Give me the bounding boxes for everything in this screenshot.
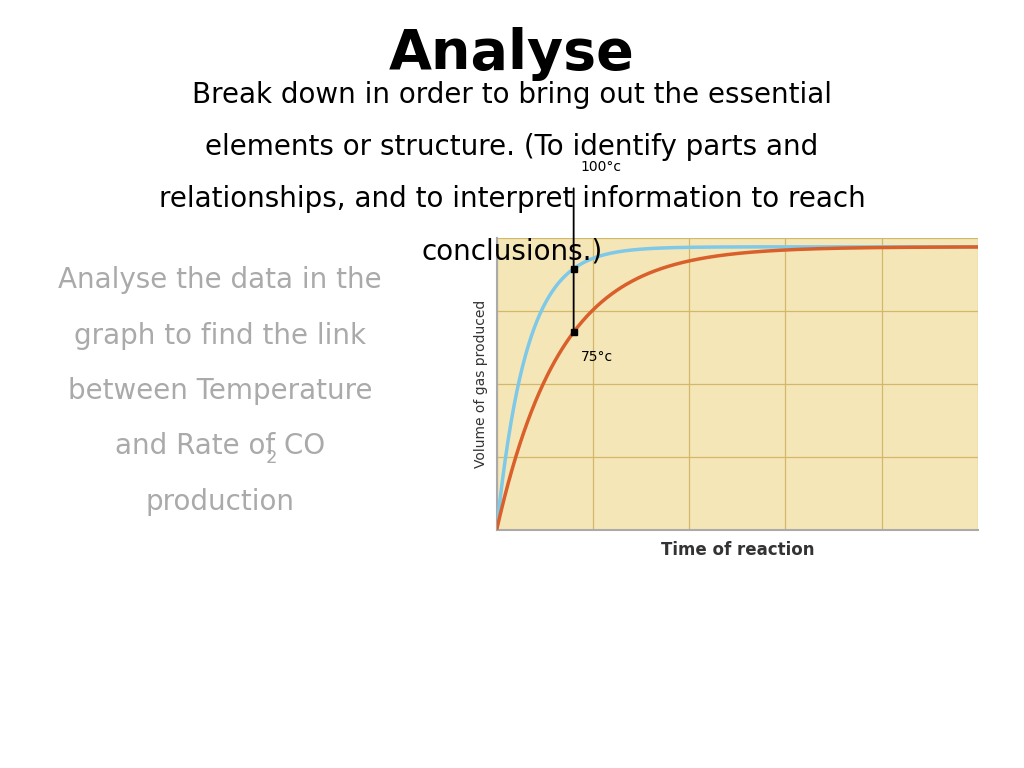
Y-axis label: Volume of gas produced: Volume of gas produced bbox=[474, 300, 488, 468]
Text: graph to find the link: graph to find the link bbox=[74, 322, 367, 349]
Text: 75°c: 75°c bbox=[581, 349, 613, 363]
Text: between Temperature: between Temperature bbox=[68, 377, 373, 405]
X-axis label: Time of reaction: Time of reaction bbox=[660, 541, 814, 559]
Text: elements or structure. (To identify parts and: elements or structure. (To identify part… bbox=[206, 133, 818, 161]
Text: Analyse: Analyse bbox=[389, 27, 635, 81]
Text: conclusions.): conclusions.) bbox=[421, 237, 603, 265]
Text: 2: 2 bbox=[266, 449, 278, 467]
Text: Break down in order to bring out the essential: Break down in order to bring out the ess… bbox=[193, 81, 831, 108]
Text: 100°c: 100°c bbox=[581, 160, 622, 174]
Text: Analyse the data in the: Analyse the data in the bbox=[58, 266, 382, 294]
Text: and Rate of CO: and Rate of CO bbox=[115, 432, 326, 460]
Text: relationships, and to interpret information to reach: relationships, and to interpret informat… bbox=[159, 185, 865, 213]
Text: production: production bbox=[145, 488, 295, 515]
